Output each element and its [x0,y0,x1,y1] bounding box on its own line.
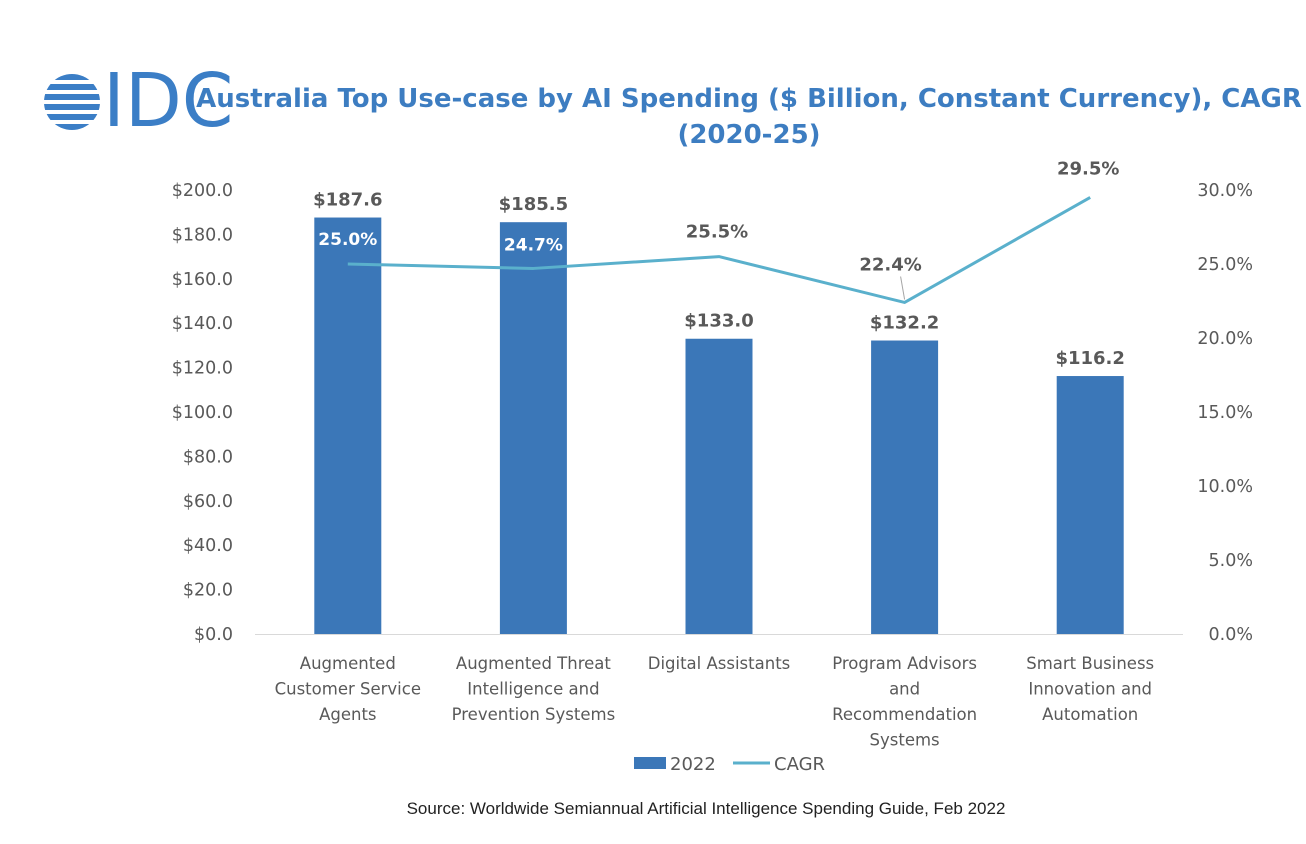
bar-data-label: $132.2 [870,313,939,334]
bar-2022 [871,340,939,634]
y-left-tick-label: $60.0 [183,492,233,512]
globe-stripe [44,94,100,100]
bar-2022 [314,217,382,634]
globe-stripe [44,74,100,80]
bar-data-label: $116.2 [1055,348,1124,369]
bar-2022 [685,338,753,634]
x-category-label-line: Recommendation [832,705,977,724]
logo-text: IDC [103,58,233,144]
x-category-label: Augmented Threat Intelligence and Preventi… [452,654,616,724]
cagr-data-label: 25.5% [686,222,748,243]
y-left-tick-label: $40.0 [183,536,233,556]
bar-data-label: $133.0 [684,311,753,332]
cagr-line [347,196,1091,304]
cagr-data-label: 25.0% [318,230,377,250]
legend-label-2022: 2022 [670,754,716,775]
y-right-tick-label: 5.0% [1209,551,1253,571]
y-left-tick-label: $160.0 [172,270,233,290]
bar-2022 [499,222,567,634]
chart-title-line1: Australia Top Use-case by AI Spending ($… [196,84,1302,114]
x-category-label: Digital Assistants [648,654,791,673]
x-category-label-line: Customer Service [275,680,421,699]
globe-stripe [44,114,100,120]
x-category-label-line: Smart Business [1026,654,1154,673]
bar-2022 [1056,376,1124,634]
x-category-label-line: Digital Assistants [648,654,791,673]
cagr-data-label: 29.5% [1057,158,1119,179]
bar-data-label: $187.6 [313,190,382,211]
cagr-leader-line [900,276,906,300]
legend-label-cagr: CAGR [774,754,825,775]
y-left-tick-label: $80.0 [183,447,233,467]
cagr-data-label: 22.4% [859,254,921,275]
x-category-label-line: and [889,680,920,699]
y-left-tick-label: $180.0 [172,225,233,245]
chart-title-line2: (2020-25) [677,120,820,150]
x-category-label-line: Augmented [300,654,396,673]
y-right-tick-label: 25.0% [1197,255,1253,275]
source-note: Source: Worldwide Semiannual Artificial … [407,799,1006,818]
globe-stripe [44,104,100,110]
globe-stripe [44,84,100,90]
x-category-label-line: Prevention Systems [452,705,616,724]
cagr-data-label: 24.7% [504,235,563,255]
x-category-label: Program Advisors and Recommendation Systems [832,654,977,750]
y-right-tick-label: 30.0% [1197,181,1253,201]
plot-area: $0.0 $20.0 $40.0 $60.0 $80.0 $100.0 $120.0 $140… [172,158,1253,775]
y-left-tick-label: $0.0 [194,625,233,645]
x-category-label: Smart Business Innovation and Automation [1026,654,1154,724]
x-category-label-line: Augmented Threat [456,654,611,673]
y-right-tick-label: 0.0% [1209,625,1253,645]
globe-stripe [44,124,100,130]
y-left-tick-label: $200.0 [172,181,233,201]
y-left-tick-label: $20.0 [183,581,233,601]
x-category-label-line: Automation [1042,705,1138,724]
x-category-label-line: Agents [319,705,376,724]
x-category-label-line: Systems [870,731,940,750]
y-right-tick-label: 15.0% [1197,403,1253,423]
globe-icon [44,74,100,130]
x-category-label-line: Innovation and [1028,680,1152,699]
bar-data-label: $185.5 [499,194,568,215]
y-left-tick-label: $100.0 [172,403,233,423]
y-right-tick-label: 10.0% [1197,477,1253,497]
x-category-label: Augmented Customer Service Agents [275,654,421,724]
legend-swatch-2022 [634,757,666,769]
x-category-label-line: Intelligence and [467,680,599,699]
idc-logo: IDC [44,58,233,144]
y-left-tick-label: $120.0 [172,359,233,379]
y-right-tick-label: 20.0% [1197,329,1253,349]
globe-stripes [44,74,100,130]
y-left-tick-label: $140.0 [172,314,233,334]
legend: 2022 CAGR [634,754,825,775]
x-category-label-line: Program Advisors [832,654,977,673]
